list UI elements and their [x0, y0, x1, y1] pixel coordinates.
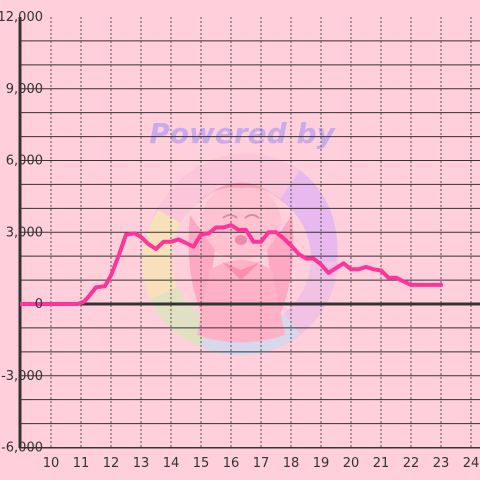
x-tick-label: 14 [163, 456, 180, 471]
y-tick-label: -6,000 [1, 441, 43, 456]
x-tick-label: 10 [43, 456, 60, 471]
y-tick-label: 0 [35, 297, 43, 312]
x-tick-label: 13 [133, 456, 150, 471]
watermark-text: Powered by [149, 117, 336, 150]
watermark: Powered by [142, 117, 338, 356]
y-tick-label: 6,000 [6, 154, 43, 169]
x-tick-label: 15 [193, 456, 210, 471]
x-tick-label: 22 [403, 456, 420, 471]
x-tick-label: 20 [343, 456, 360, 471]
y-tick-label: 12,000 [0, 10, 43, 25]
series-line-0 [20, 223, 443, 306]
x-tick-label: 23 [433, 456, 450, 471]
x-tick-label: 24 [463, 456, 480, 471]
x-tick-label: 19 [313, 456, 330, 471]
series [20, 223, 443, 306]
x-tick-label: 16 [223, 456, 240, 471]
x-tick-label: 17 [253, 456, 270, 471]
y-tick-label: 3,000 [6, 225, 43, 240]
x-tick-label: 18 [283, 456, 300, 471]
y-tick-label: 9,000 [6, 82, 43, 97]
x-tick-label: 12 [103, 456, 120, 471]
watermark-emblem-icon [142, 153, 338, 356]
axes [18, 17, 480, 449]
x-tick-label: 11 [73, 456, 90, 471]
x-tick-label: 21 [373, 456, 390, 471]
y-tick-label: -3,000 [1, 369, 43, 384]
